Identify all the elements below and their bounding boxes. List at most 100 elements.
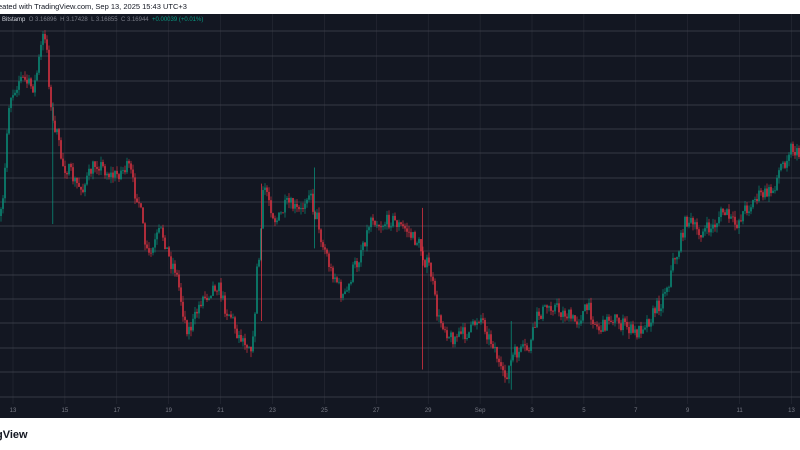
candle-body xyxy=(678,251,680,257)
candle xyxy=(112,166,114,183)
candle xyxy=(232,313,234,319)
candle-body xyxy=(26,79,28,84)
candle xyxy=(670,265,672,288)
candle-body xyxy=(350,281,352,284)
candle-body xyxy=(394,215,396,221)
candle xyxy=(88,164,90,181)
candle xyxy=(698,227,700,240)
candle xyxy=(596,321,598,330)
candle xyxy=(326,248,328,257)
candle-body xyxy=(432,276,434,281)
candle xyxy=(438,309,440,323)
x-tick-label: 23 xyxy=(269,408,276,414)
candle-body xyxy=(636,329,638,338)
candle xyxy=(676,256,678,265)
candle-body xyxy=(126,161,128,173)
candle-body xyxy=(676,256,678,260)
candle-body xyxy=(88,168,90,176)
candle xyxy=(32,84,34,93)
candle-body xyxy=(736,224,738,229)
candle xyxy=(292,197,294,212)
candle-body xyxy=(158,228,160,233)
candle xyxy=(538,308,540,320)
candle-body xyxy=(758,190,760,202)
candle xyxy=(364,241,366,247)
candle xyxy=(252,330,254,353)
candle-body xyxy=(264,187,266,191)
x-tick-label: 15 xyxy=(62,408,69,414)
candle-body xyxy=(210,295,212,299)
candle-body xyxy=(322,242,324,248)
candle-body xyxy=(370,217,372,228)
candle xyxy=(594,321,596,325)
candle xyxy=(212,281,214,297)
candle-body xyxy=(634,329,636,333)
candle xyxy=(464,323,466,344)
candle xyxy=(562,306,564,323)
candle xyxy=(104,164,106,179)
chart-panel[interactable]: Bitstamp O 3.16896 H 3.17428 L 3.16855 C… xyxy=(0,14,800,418)
candle xyxy=(196,308,198,318)
candle xyxy=(502,362,504,377)
candle xyxy=(380,221,382,233)
candle xyxy=(512,352,514,363)
candle xyxy=(154,233,156,253)
candle xyxy=(628,321,630,340)
candle xyxy=(348,283,350,294)
candle xyxy=(424,259,426,268)
candle xyxy=(408,225,410,238)
candle xyxy=(130,160,132,174)
candle-body xyxy=(708,222,710,233)
candle xyxy=(260,228,262,262)
candle-body xyxy=(108,173,110,178)
candle xyxy=(582,310,584,323)
candle xyxy=(696,218,698,235)
candle xyxy=(678,250,680,260)
candle xyxy=(420,238,422,256)
candle xyxy=(102,159,104,168)
candle-body xyxy=(200,304,202,307)
candle-body xyxy=(400,222,402,225)
candle-body xyxy=(638,325,640,338)
candle-body xyxy=(116,170,118,175)
candle-body xyxy=(420,239,422,252)
candle xyxy=(668,285,670,293)
candle xyxy=(548,305,550,312)
candle xyxy=(194,307,196,325)
candle xyxy=(550,301,552,315)
candle-body xyxy=(674,258,676,260)
candle-body xyxy=(340,281,342,298)
candle xyxy=(588,298,590,311)
x-tick-label: 13 xyxy=(788,408,795,414)
candle-body xyxy=(280,212,282,214)
candle xyxy=(414,230,416,246)
candle-body xyxy=(662,293,664,309)
candle xyxy=(410,228,412,241)
candle xyxy=(42,31,44,51)
price-chart[interactable]: 13 15 17 19 21 23 25 27 29 Sep 3 5 7 9 11 13 xyxy=(0,14,800,418)
candle xyxy=(600,325,602,334)
candle xyxy=(786,155,788,172)
candle-body xyxy=(496,346,498,359)
candle xyxy=(454,336,456,348)
candle-body xyxy=(94,161,96,167)
x-tick-label: 17 xyxy=(113,408,120,414)
candle-body xyxy=(262,190,264,229)
candle xyxy=(392,213,394,228)
candle-body xyxy=(226,313,228,316)
candle xyxy=(478,320,480,324)
candle xyxy=(286,196,288,205)
candle xyxy=(94,161,96,173)
candle xyxy=(558,298,560,317)
candle xyxy=(544,304,546,307)
candle xyxy=(730,214,732,220)
candle-body xyxy=(440,315,442,324)
candle-body xyxy=(372,217,374,221)
candle-body xyxy=(646,319,648,328)
legend-high: H 3.17428 xyxy=(60,17,88,23)
candle-body xyxy=(216,290,218,292)
candle-body xyxy=(684,216,686,238)
candle xyxy=(114,170,116,182)
candle xyxy=(674,257,676,264)
candle-body xyxy=(294,204,296,209)
